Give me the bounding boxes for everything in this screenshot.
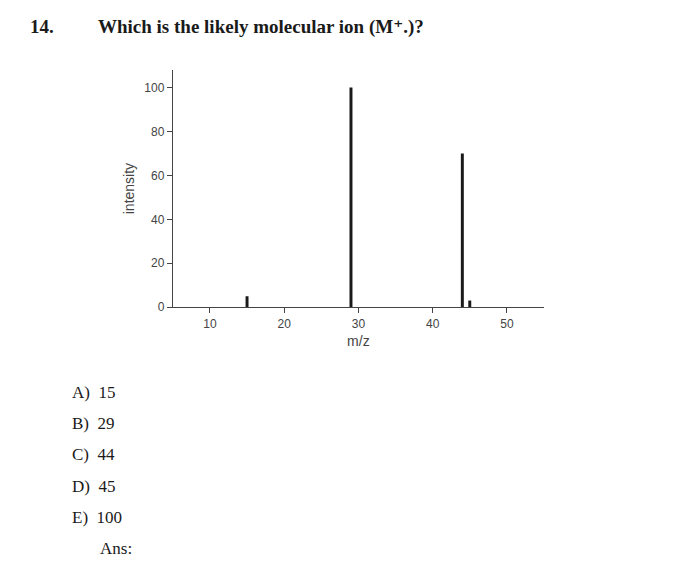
svg-text:10: 10: [203, 317, 217, 331]
svg-text:100: 100: [144, 81, 164, 95]
svg-text:30: 30: [352, 317, 366, 331]
svg-text:40: 40: [151, 213, 165, 227]
svg-text:intensity: intensity: [121, 163, 137, 214]
svg-text:80: 80: [151, 125, 165, 139]
svg-text:20: 20: [277, 317, 291, 331]
svg-text:Ans:: Ans:: [100, 539, 132, 558]
svg-text:14.: 14.: [30, 16, 54, 37]
svg-text:50: 50: [500, 317, 514, 331]
svg-text:20: 20: [151, 256, 165, 270]
svg-text:40: 40: [426, 317, 440, 331]
svg-text:C) 44: C) 44: [72, 445, 115, 464]
svg-text:Which is the likely molecular: Which is the likely molecular ion (M⁺.)?: [98, 16, 424, 38]
svg-text:E) 100: E) 100: [72, 508, 122, 527]
svg-text:0: 0: [158, 300, 165, 314]
svg-text:60: 60: [151, 169, 165, 183]
svg-text:m/z: m/z: [347, 333, 370, 349]
svg-text:D) 45: D) 45: [72, 477, 115, 496]
svg-text:B) 29: B) 29: [72, 414, 115, 433]
svg-text:A) 15: A) 15: [72, 383, 115, 402]
